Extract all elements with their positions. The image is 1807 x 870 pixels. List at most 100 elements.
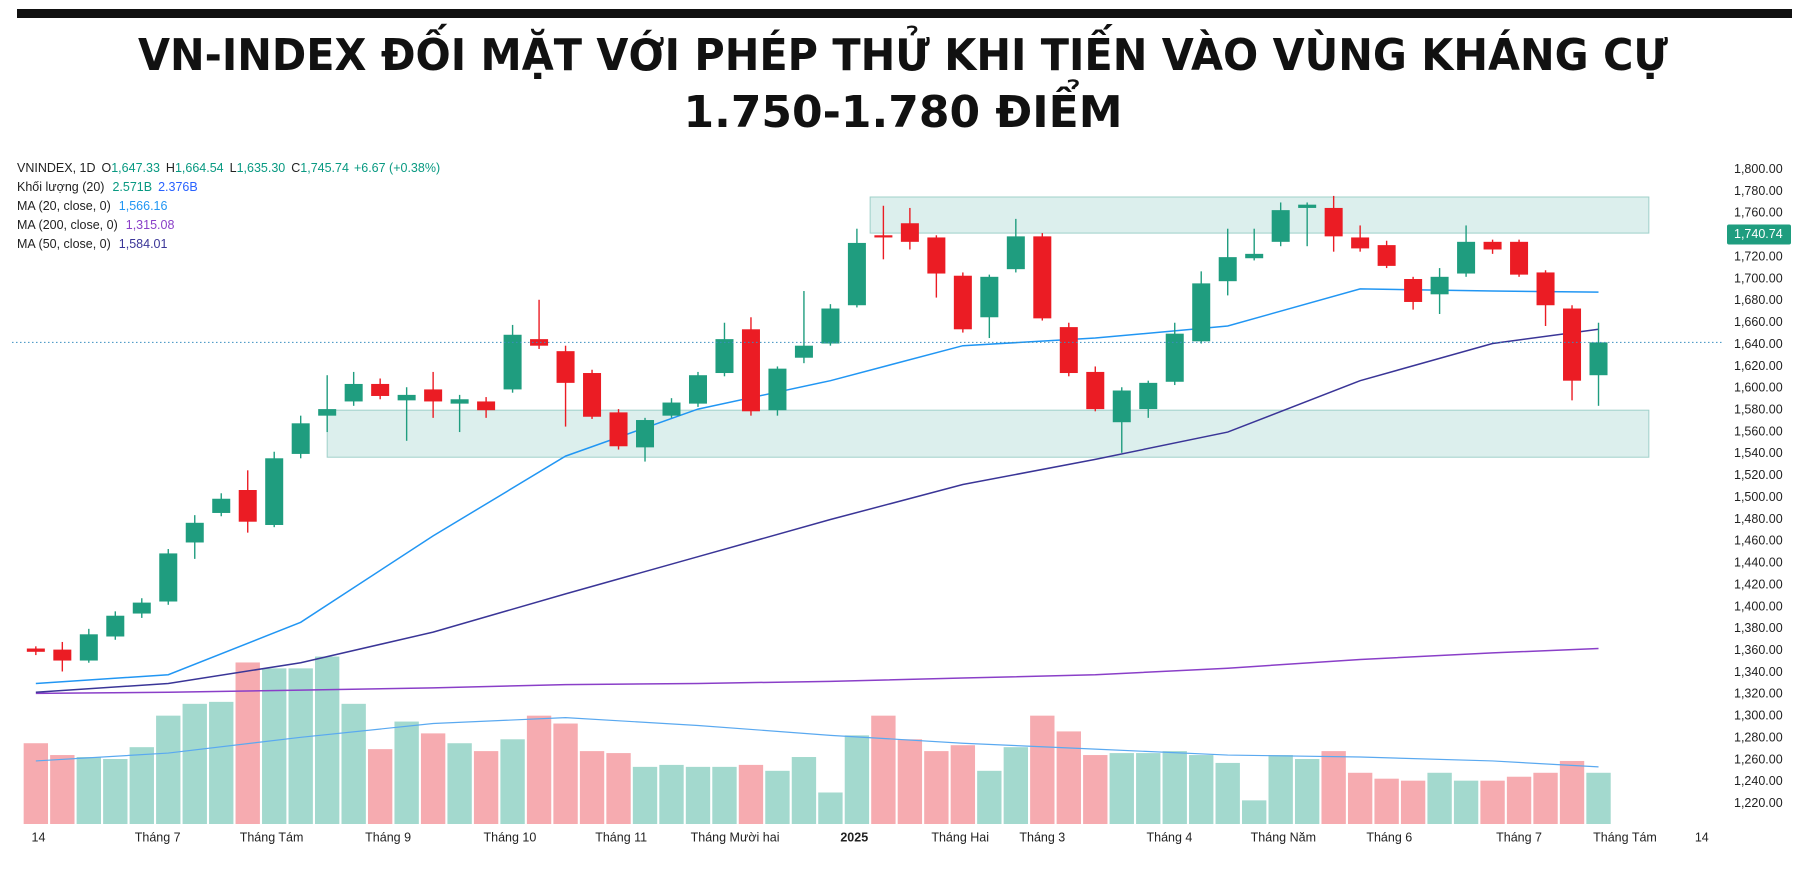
volume-bar <box>977 770 1002 824</box>
x-tick-label: Tháng Tám <box>240 830 304 844</box>
candle-body <box>768 368 787 411</box>
candle-body <box>1589 342 1608 376</box>
legend-item: O <box>102 161 112 175</box>
volume-bar <box>367 749 393 824</box>
x-tick-label: Tháng 9 <box>365 830 411 844</box>
volume-bar <box>1480 780 1505 824</box>
volume-bar <box>765 770 790 824</box>
legend-item: 1,584.01 <box>119 237 168 251</box>
volume-bar <box>897 739 923 824</box>
candle-body <box>688 375 707 404</box>
candle-body <box>397 394 416 401</box>
volume-bar <box>1506 776 1532 824</box>
y-tick-label: 1,500.00 <box>1734 490 1783 504</box>
candle-body <box>556 351 575 383</box>
volume-ma-line <box>35 717 1599 768</box>
volume-bar <box>288 668 313 824</box>
y-tick-label: 1,800.00 <box>1734 162 1783 176</box>
candle-body <box>1377 245 1396 266</box>
volume-bar <box>1268 755 1293 824</box>
legend-row: Khối lượng (20) 2.571B 2.376B <box>17 180 198 194</box>
candle-body <box>1404 279 1423 302</box>
candle-body <box>741 329 760 412</box>
ma-line <box>35 328 1599 693</box>
volume-bar <box>156 715 181 824</box>
volume-bar <box>447 743 472 824</box>
volume-bar <box>526 715 552 824</box>
volume-bar <box>1427 772 1452 824</box>
y-tick-label: 1,420.00 <box>1734 577 1783 591</box>
x-tick-label: 14 <box>1695 830 1709 844</box>
candle-body <box>1510 241 1529 275</box>
legend-item: MA (200, close, 0) <box>17 218 118 232</box>
price-badge <box>1727 224 1791 245</box>
candle-body <box>238 490 257 522</box>
volume-bar <box>1400 780 1426 824</box>
legend-item: +6.67 (+0.38%) <box>354 161 440 175</box>
volume-bar <box>950 745 976 824</box>
legend-row: VNINDEX, 1D O1,647.33 H1,664.54 L1,635.30 C1… <box>17 161 440 175</box>
candle-body <box>503 334 522 390</box>
candle-body <box>1351 237 1370 249</box>
volume-bar <box>341 703 366 824</box>
legend-item: 2.571B <box>112 180 152 194</box>
y-tick-label: 1,700.00 <box>1734 271 1783 285</box>
volume-bar <box>182 703 207 824</box>
y-tick-label: 1,660.00 <box>1734 315 1783 329</box>
candle-body <box>1430 276 1449 295</box>
volume-bar <box>1030 715 1055 824</box>
candle-body <box>1059 327 1078 374</box>
legend-row: MA (20, close, 0) 1,566.16 <box>17 199 168 213</box>
volume-bar <box>606 753 631 824</box>
y-tick-label: 1,620.00 <box>1734 359 1783 373</box>
candle-body <box>1536 272 1555 306</box>
y-tick-label: 1,680.00 <box>1734 293 1783 307</box>
candle-body <box>344 383 363 402</box>
volume-bar <box>1003 747 1029 824</box>
candle-body <box>583 373 602 417</box>
volume-bar <box>315 656 340 824</box>
candle-body <box>927 237 946 274</box>
volume-bar <box>1109 753 1134 824</box>
candle-body <box>1006 236 1025 270</box>
x-tick-label: Tháng 3 <box>1019 830 1065 844</box>
zone <box>326 409 1650 458</box>
candle-body <box>530 339 549 346</box>
price-badge-label: 1,740.74 <box>1734 227 1783 241</box>
volume-bar <box>553 723 578 824</box>
volume-bar <box>1083 755 1108 824</box>
volume-bar <box>1374 778 1399 824</box>
candle-body <box>265 458 284 525</box>
volume-bar <box>1294 758 1320 824</box>
ma-line <box>35 288 1599 685</box>
x-tick-label: Tháng 10 <box>484 830 537 844</box>
y-tick-label: 1,440.00 <box>1734 556 1783 570</box>
legend-row: MA (200, close, 0) 1,315.08 <box>17 218 174 232</box>
y-tick-label: 1,760.00 <box>1734 206 1783 220</box>
volume-bar <box>844 735 870 824</box>
title-line: 1.750-1.780 ĐIỂM <box>683 78 1122 138</box>
y-tick-label: 1,780.00 <box>1734 184 1783 198</box>
ma-line <box>35 647 1599 695</box>
y-tick-label: 1,240.00 <box>1734 774 1783 788</box>
zone <box>869 196 1650 234</box>
candle-body <box>1165 333 1184 382</box>
candle-body <box>53 649 72 661</box>
candle-body <box>1139 382 1158 410</box>
volume-bar <box>50 755 75 824</box>
candle-body <box>662 402 681 416</box>
candle-body <box>636 420 655 448</box>
candle-body <box>1245 253 1264 259</box>
volume-bar <box>1056 731 1081 824</box>
candle-body <box>1563 308 1582 381</box>
legend-row: MA (50, close, 0) 1,584.01 <box>17 237 168 251</box>
candle-body <box>953 275 972 330</box>
volume-bar <box>1586 772 1611 824</box>
volume-bar <box>1453 780 1479 824</box>
legend-item: Khối lượng (20) <box>17 180 104 194</box>
candle-body <box>132 602 151 614</box>
volume-bar <box>262 668 287 824</box>
x-tick-label: Tháng 6 <box>1366 830 1412 844</box>
legend-item: H <box>166 161 175 175</box>
